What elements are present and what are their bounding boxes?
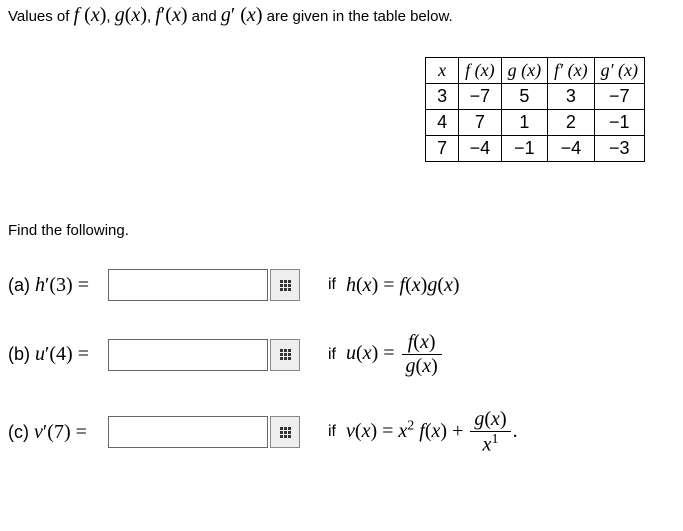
cell: 7 xyxy=(426,136,459,162)
cell: −1 xyxy=(594,110,644,136)
cell: −4 xyxy=(548,136,594,162)
part-c-row: (c) v′(7) = if v(x) = x2 f(x) + g(x) x1 … xyxy=(8,408,675,457)
table-row: 7 −4 −1 −4 −3 xyxy=(426,136,645,162)
col-fx: f (x) xyxy=(459,58,502,84)
cell: −7 xyxy=(594,84,644,110)
part-b-input[interactable] xyxy=(108,339,268,371)
table-row: 3 −7 5 3 −7 xyxy=(426,84,645,110)
values-table-wrap: x f (x) g (x) f′ (x) g′ (x) 3 −7 5 3 −7 … xyxy=(8,57,675,162)
cell: 2 xyxy=(548,110,594,136)
part-c-input[interactable] xyxy=(108,416,268,448)
keypad-icon xyxy=(280,280,291,291)
part-a-input[interactable] xyxy=(108,269,268,301)
col-x: x xyxy=(426,58,459,84)
part-c-label: (c) v′(7) = xyxy=(8,421,108,444)
part-b-input-wrap xyxy=(108,339,300,371)
part-b-label: (b) u′(4) = xyxy=(8,343,108,366)
cell: 7 xyxy=(459,110,502,136)
part-b-tag: (b) xyxy=(8,344,30,364)
table-header-row: x f (x) g (x) f′ (x) g′ (x) xyxy=(426,58,645,84)
values-table: x f (x) g (x) f′ (x) g′ (x) 3 −7 5 3 −7 … xyxy=(425,57,645,162)
part-a-rhs: h(x) = f(x)g(x) xyxy=(346,274,460,297)
part-a-input-wrap xyxy=(108,269,300,301)
part-a-label: (a) h′(3) = xyxy=(8,274,108,297)
part-c-rhs: v(x) = x2 f(x) + g(x) x1 . xyxy=(346,408,518,457)
if-label: if xyxy=(328,346,336,364)
if-label: if xyxy=(328,423,336,441)
keypad-button[interactable] xyxy=(270,269,300,301)
intro-text: Values of f (x), g(x), f′(x) and g′ (x) … xyxy=(8,4,675,27)
cell: 3 xyxy=(548,84,594,110)
part-a-tag: (a) xyxy=(8,275,30,295)
cell: −7 xyxy=(459,84,502,110)
if-label: if xyxy=(328,276,336,294)
find-text: Find the following. xyxy=(8,222,675,239)
col-gpx: g′ (x) xyxy=(594,58,644,84)
cell: 1 xyxy=(501,110,548,136)
part-c-input-wrap xyxy=(108,416,300,448)
cell: −1 xyxy=(501,136,548,162)
keypad-icon xyxy=(280,349,291,360)
cell: −3 xyxy=(594,136,644,162)
cell: 5 xyxy=(501,84,548,110)
col-gx: g (x) xyxy=(501,58,548,84)
keypad-icon xyxy=(280,427,291,438)
cell: 3 xyxy=(426,84,459,110)
keypad-button[interactable] xyxy=(270,339,300,371)
part-c-tag: (c) xyxy=(8,422,29,442)
cell: −4 xyxy=(459,136,502,162)
cell: 4 xyxy=(426,110,459,136)
part-b-row: (b) u′(4) = if u(x) = f(x) g(x) xyxy=(8,331,675,378)
table-row: 4 7 1 2 −1 xyxy=(426,110,645,136)
part-a-row: (a) h′(3) = if h(x) = f(x)g(x) xyxy=(8,269,675,301)
part-b-rhs: u(x) = f(x) g(x) xyxy=(346,331,444,378)
keypad-button[interactable] xyxy=(270,416,300,448)
col-fpx: f′ (x) xyxy=(548,58,594,84)
